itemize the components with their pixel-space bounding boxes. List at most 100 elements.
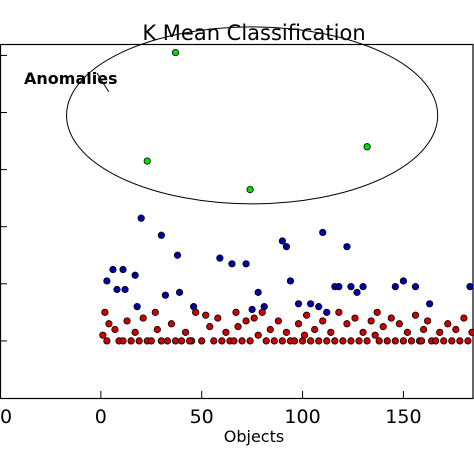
point-s2-94 (300, 331, 309, 339)
point-s1-31 (359, 283, 367, 291)
point-s2-14 (157, 337, 165, 345)
point-s2-74 (407, 337, 416, 345)
point-s2-15 (163, 337, 172, 345)
point-s1-23 (315, 303, 323, 311)
point-s1-14 (242, 260, 250, 268)
point-s2-42 (278, 337, 286, 345)
annotation-pointer (96, 72, 110, 93)
point-s2-26 (214, 314, 222, 322)
point-s2-66 (375, 337, 383, 345)
point-s2-10 (139, 314, 147, 322)
point-s2-9 (135, 337, 143, 345)
point-s2-45 (290, 337, 299, 345)
point-s1-18 (278, 237, 286, 245)
point-s1-0 (103, 277, 111, 285)
point-s2-36 (254, 331, 262, 339)
point-s2-54 (327, 328, 335, 336)
point-s1-27 (335, 283, 343, 291)
point-s1-36 (157, 231, 165, 239)
point-s1-28 (343, 243, 351, 251)
point-s1-32 (391, 283, 399, 291)
point-s2-25 (210, 337, 218, 345)
point-s2-52 (319, 317, 327, 325)
point-s2-51 (315, 337, 323, 345)
point-s2-35 (250, 314, 258, 322)
point-s2-67 (379, 323, 387, 331)
point-s1-3 (119, 265, 127, 274)
point-s2-34 (246, 337, 254, 345)
point-s0-3 (363, 143, 371, 151)
point-s2-86 (456, 337, 464, 345)
point-s1-9 (173, 251, 182, 259)
point-s2-87 (460, 314, 468, 322)
x-tick-label-2: 50 (190, 406, 214, 428)
point-s0-2 (246, 185, 254, 194)
point-s2-59 (347, 337, 355, 345)
point-s2-89 (468, 328, 474, 336)
point-s2-7 (127, 337, 135, 345)
point-s2-24 (206, 323, 214, 331)
point-s1-25 (323, 308, 331, 316)
point-s2-12 (147, 337, 155, 345)
point-s2-2 (105, 320, 113, 328)
point-s1-34 (411, 283, 420, 291)
point-s2-16 (167, 320, 176, 328)
point-s2-64 (367, 317, 375, 325)
point-s1-12 (216, 254, 224, 262)
point-s2-22 (198, 337, 206, 345)
point-s2-3 (111, 325, 119, 334)
point-s1-29 (347, 283, 355, 291)
point-s2-69 (387, 314, 395, 322)
point-s1-4 (121, 285, 129, 294)
point-s2-6 (123, 317, 131, 325)
point-s2-85 (452, 325, 460, 334)
point-s2-81 (436, 328, 444, 336)
point-s2-60 (351, 314, 359, 322)
x-tick-label-4: 150 (385, 406, 421, 428)
point-s2-58 (343, 320, 351, 328)
point-s1-5 (131, 271, 139, 279)
annotation-label: Anomalies (24, 69, 118, 88)
point-s2-77 (419, 325, 428, 334)
point-s1-24 (319, 228, 327, 237)
point-s1-21 (294, 300, 303, 308)
point-s1-8 (161, 291, 169, 299)
point-s2-80 (432, 337, 440, 345)
point-s2-49 (307, 337, 315, 345)
x-tick-label-0: 50 (0, 406, 12, 428)
point-s1-13 (228, 260, 236, 268)
x-tick-label-1: 0 (95, 406, 107, 428)
point-s2-46 (294, 320, 303, 328)
point-s2-92 (186, 337, 194, 345)
point-s0-1 (143, 157, 151, 165)
point-s2-72 (399, 337, 408, 345)
point-s2-23 (202, 311, 210, 319)
point-s2-68 (383, 337, 391, 345)
point-s2-28 (222, 328, 230, 336)
x-axis-label: Objects (224, 427, 284, 446)
point-s2-62 (359, 328, 367, 336)
point-s2-56 (335, 308, 343, 316)
point-s2-48 (302, 311, 311, 319)
point-s2-93 (232, 308, 240, 316)
point-s2-96 (417, 337, 426, 345)
point-s1-1 (109, 265, 117, 274)
point-s2-91 (151, 308, 159, 316)
point-s1-6 (133, 303, 141, 311)
point-s2-38 (262, 337, 270, 345)
point-s2-1 (101, 308, 109, 316)
x-tick-label-3: 100 (284, 406, 320, 428)
point-s2-5 (119, 337, 127, 345)
point-s2-39 (266, 325, 274, 334)
point-s2-0 (99, 331, 107, 339)
point-s2-30 (230, 337, 238, 345)
point-s2-37 (258, 308, 266, 316)
point-s1-7 (137, 214, 145, 222)
point-s2-65 (371, 331, 379, 339)
point-s1-15 (248, 305, 256, 314)
point-s2-31 (234, 323, 242, 331)
point-s2-61 (355, 337, 363, 345)
point-s2-32 (238, 337, 246, 345)
point-s1-22 (307, 300, 315, 308)
